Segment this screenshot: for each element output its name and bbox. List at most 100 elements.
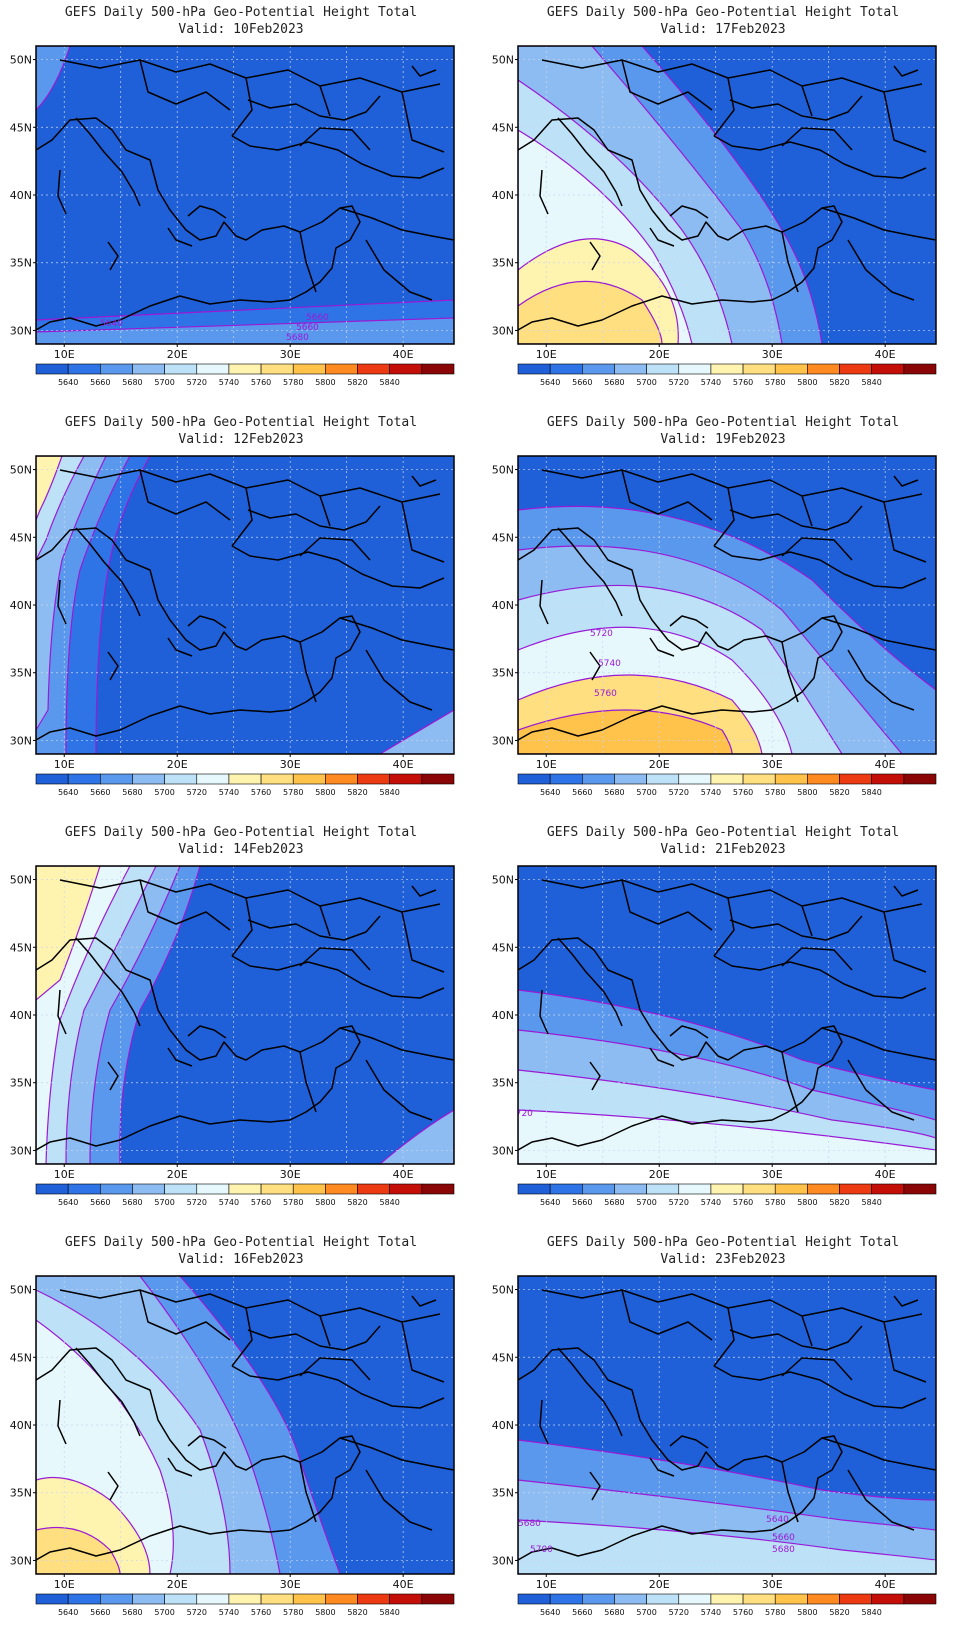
latitude-label: 50N — [492, 464, 514, 477]
coastline — [713, 1365, 927, 1409]
colorbar-label: 5680 — [604, 378, 624, 387]
latitude-label: 40N — [10, 1419, 32, 1432]
colorbar-label: 5640 — [540, 788, 560, 797]
coastline — [518, 1347, 843, 1561]
colorbar-label: 5640 — [58, 378, 78, 387]
map-panel-12feb: GEFS Daily 500-hPa Geo-Potential Height … — [0, 410, 482, 820]
colorbar-label: 5820 — [347, 1608, 367, 1617]
contour-label: 5660 — [772, 1533, 795, 1543]
coastline — [621, 59, 713, 111]
map-panel-10feb: GEFS Daily 500-hPa Geo-Potential Height … — [0, 0, 482, 410]
coastline — [621, 469, 713, 521]
coastline — [231, 1365, 445, 1409]
height-band — [518, 280, 663, 344]
latitude-label: 45N — [10, 121, 32, 134]
colorbar-label: 5740 — [701, 1608, 721, 1617]
coastline — [57, 169, 67, 215]
colorbar-segment — [196, 363, 230, 375]
coastline — [231, 955, 445, 999]
colorbar-segment — [196, 1593, 230, 1605]
coastline — [411, 65, 437, 77]
coastline — [107, 651, 119, 681]
contour-label: 5700 — [530, 1545, 553, 1555]
colorbar-label: 5660 — [90, 788, 110, 797]
height-band — [36, 317, 454, 344]
coastline — [299, 231, 317, 293]
coastline — [339, 1437, 454, 1471]
colorbar-segment — [582, 773, 615, 785]
colorbar-label: 5680 — [604, 788, 624, 797]
coastline — [589, 1471, 601, 1501]
latitude-label: 30N — [10, 324, 32, 337]
coastline — [365, 239, 433, 301]
coastline — [801, 495, 813, 527]
colorbar-label: 5720 — [187, 1608, 207, 1617]
latitude-label: 40N — [492, 1419, 514, 1432]
map-svg: 50N 45N 40N 35N 30N 10E 20E 30E 40E 5640 5660 5680 5… — [492, 45, 937, 387]
colorbar-segment — [549, 1183, 583, 1195]
longitude-label: 20E — [167, 1578, 188, 1591]
coastline — [801, 85, 813, 117]
colorbar-segment — [421, 363, 455, 375]
longitude-label: 30E — [762, 348, 783, 361]
latitude-label: 30N — [10, 734, 32, 747]
coastline — [729, 95, 863, 121]
contour-label: 5760 — [594, 689, 617, 699]
colorbar-segment — [100, 363, 133, 375]
colorbar-label: 5740 — [219, 788, 239, 797]
longitude-label: 30E — [280, 348, 301, 361]
colorbar-segment — [228, 363, 262, 375]
colorbar-label: 5820 — [347, 788, 367, 797]
colorbar-segment — [292, 773, 326, 785]
coastline — [107, 1061, 119, 1091]
field-background — [36, 46, 454, 344]
coastline — [247, 505, 381, 531]
colorbar-label: 5780 — [283, 788, 303, 797]
longitude-label: 30E — [762, 1168, 783, 1181]
colorbar-segment — [646, 1593, 680, 1605]
contour-label: 5740 — [598, 659, 621, 669]
coastline — [411, 475, 437, 487]
map-svg: 5720 50N 45N 40N 35N 30N 10E 20E 30E 40E 5640 5660 5… — [492, 865, 937, 1207]
height-band — [518, 709, 733, 754]
latitude-label: 50N — [492, 874, 514, 887]
colorbar-segment — [903, 773, 937, 785]
latitude-label: 45N — [492, 531, 514, 544]
coastline — [669, 205, 709, 219]
latitude-label: 45N — [10, 941, 32, 954]
colorbar-segment — [389, 1593, 423, 1605]
colorbar-label: 5760 — [733, 1608, 753, 1617]
latitude-label: 35N — [10, 1487, 32, 1500]
colorbar-segment — [260, 363, 294, 375]
colorbar-segment — [774, 1593, 808, 1605]
latitude-label: 35N — [10, 257, 32, 270]
coastline — [729, 1325, 863, 1351]
longitude-label: 20E — [167, 1168, 188, 1181]
colorbar-segment — [742, 773, 776, 785]
colorbar-segment — [421, 1593, 455, 1605]
latitude-label: 30N — [10, 1144, 32, 1157]
latitude-label: 50N — [10, 874, 32, 887]
coastline — [247, 915, 381, 941]
colorbar-label: 5720 — [669, 378, 689, 387]
longitude-label: 30E — [280, 1168, 301, 1181]
colorbar-label: 5640 — [58, 1608, 78, 1617]
colorbar-segment — [614, 1593, 647, 1605]
colorbar-segment — [774, 363, 808, 375]
colorbar-label: 5780 — [765, 788, 785, 797]
coastline — [589, 1061, 601, 1091]
longitude-label: 20E — [649, 1168, 670, 1181]
latitude-label: 40N — [10, 599, 32, 612]
coastline — [729, 915, 863, 941]
coastline — [139, 469, 231, 521]
longitude-label: 30E — [280, 758, 301, 771]
colorbar-segment — [807, 773, 840, 785]
coastline — [557, 1347, 623, 1437]
colorbar-segment — [678, 1593, 712, 1605]
colorbar-label: 5840 — [862, 378, 882, 387]
longitude-label: 10E — [54, 1578, 75, 1591]
coastline — [107, 1471, 119, 1501]
colorbar-label: 5840 — [862, 1608, 882, 1617]
colorbar-label: 5800 — [315, 1608, 335, 1617]
